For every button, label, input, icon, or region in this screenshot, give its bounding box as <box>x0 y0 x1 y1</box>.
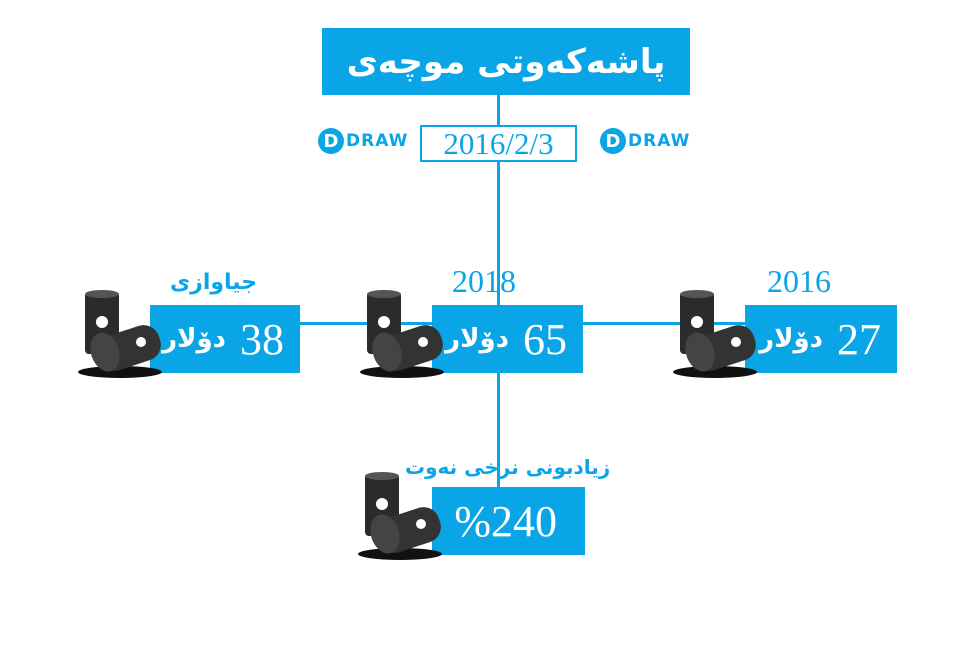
draw-logo-right: D DRAW <box>600 128 690 154</box>
price-2018-box: دۆلار 65 <box>432 305 583 373</box>
date-label: 2016/2/3 <box>420 125 577 162</box>
price-2018-value: 65 <box>523 314 567 364</box>
increase-box: %240 <box>432 487 585 555</box>
unit-label: دۆلار <box>445 324 509 354</box>
increase-value: %240 <box>454 496 557 546</box>
price-2016-box: دۆلار 27 <box>745 305 897 373</box>
price-2016-value: 27 <box>837 314 881 364</box>
oil-price-increase-label: زیادبونی نرخی نەوت <box>405 455 611 479</box>
oil-barrel-icon <box>78 290 165 378</box>
oil-barrel-icon <box>358 472 445 560</box>
difference-value: 38 <box>240 314 284 364</box>
year-2016-label: 2016 <box>767 263 831 299</box>
difference-label: جیاوازی <box>170 270 258 295</box>
page-title: پاشەکەوتی موچەی <box>322 28 690 95</box>
year-2018-label: 2018 <box>452 263 516 299</box>
oil-barrel-icon <box>360 290 447 378</box>
unit-label: دۆلار <box>162 324 226 354</box>
oil-barrel-icon <box>673 290 760 378</box>
difference-box: دۆلار 38 <box>150 305 300 373</box>
draw-logo-left: D DRAW <box>318 128 408 154</box>
connector-vertical <box>497 95 500 487</box>
unit-label: دۆلار <box>759 324 823 354</box>
